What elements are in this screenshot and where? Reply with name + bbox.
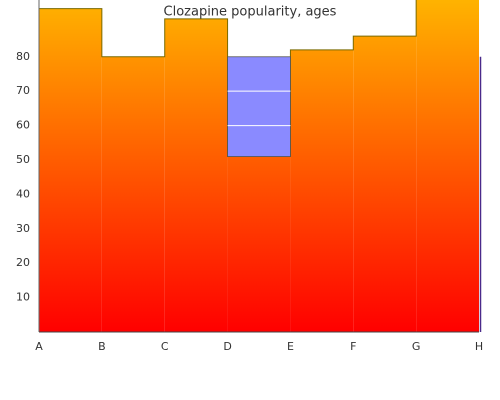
area-step: [164, 18, 228, 333]
y-tick-label: 30: [16, 222, 30, 235]
area-step: [227, 156, 291, 332]
x-tick-label: B: [98, 340, 106, 353]
y-tick-label: 80: [16, 50, 30, 63]
plot-area: [39, 0, 479, 333]
x-tick-label: F: [350, 340, 356, 353]
area-step: [101, 56, 165, 332]
area-step: [39, 8, 102, 332]
area-step: [290, 49, 354, 332]
x-tick-label: H: [475, 340, 483, 353]
y-tick-label: 70: [16, 84, 30, 97]
x-tick-label: G: [412, 340, 421, 353]
x-tick-label: D: [223, 340, 231, 353]
y-tick-label: 40: [16, 187, 30, 200]
range-band: [227, 56, 291, 157]
y-tick-label: 20: [16, 256, 30, 269]
area-step: [353, 36, 417, 332]
y-tick-label: 60: [16, 119, 30, 132]
x-tick-label: A: [35, 340, 43, 353]
area-step: [416, 0, 479, 332]
y-tick-label: 50: [16, 153, 30, 166]
x-tick-label: C: [161, 340, 169, 353]
y-tick-label: 10: [16, 291, 30, 304]
x-tick-label: E: [287, 340, 294, 353]
chart-title: Clozapine popularity, ages: [164, 5, 337, 20]
